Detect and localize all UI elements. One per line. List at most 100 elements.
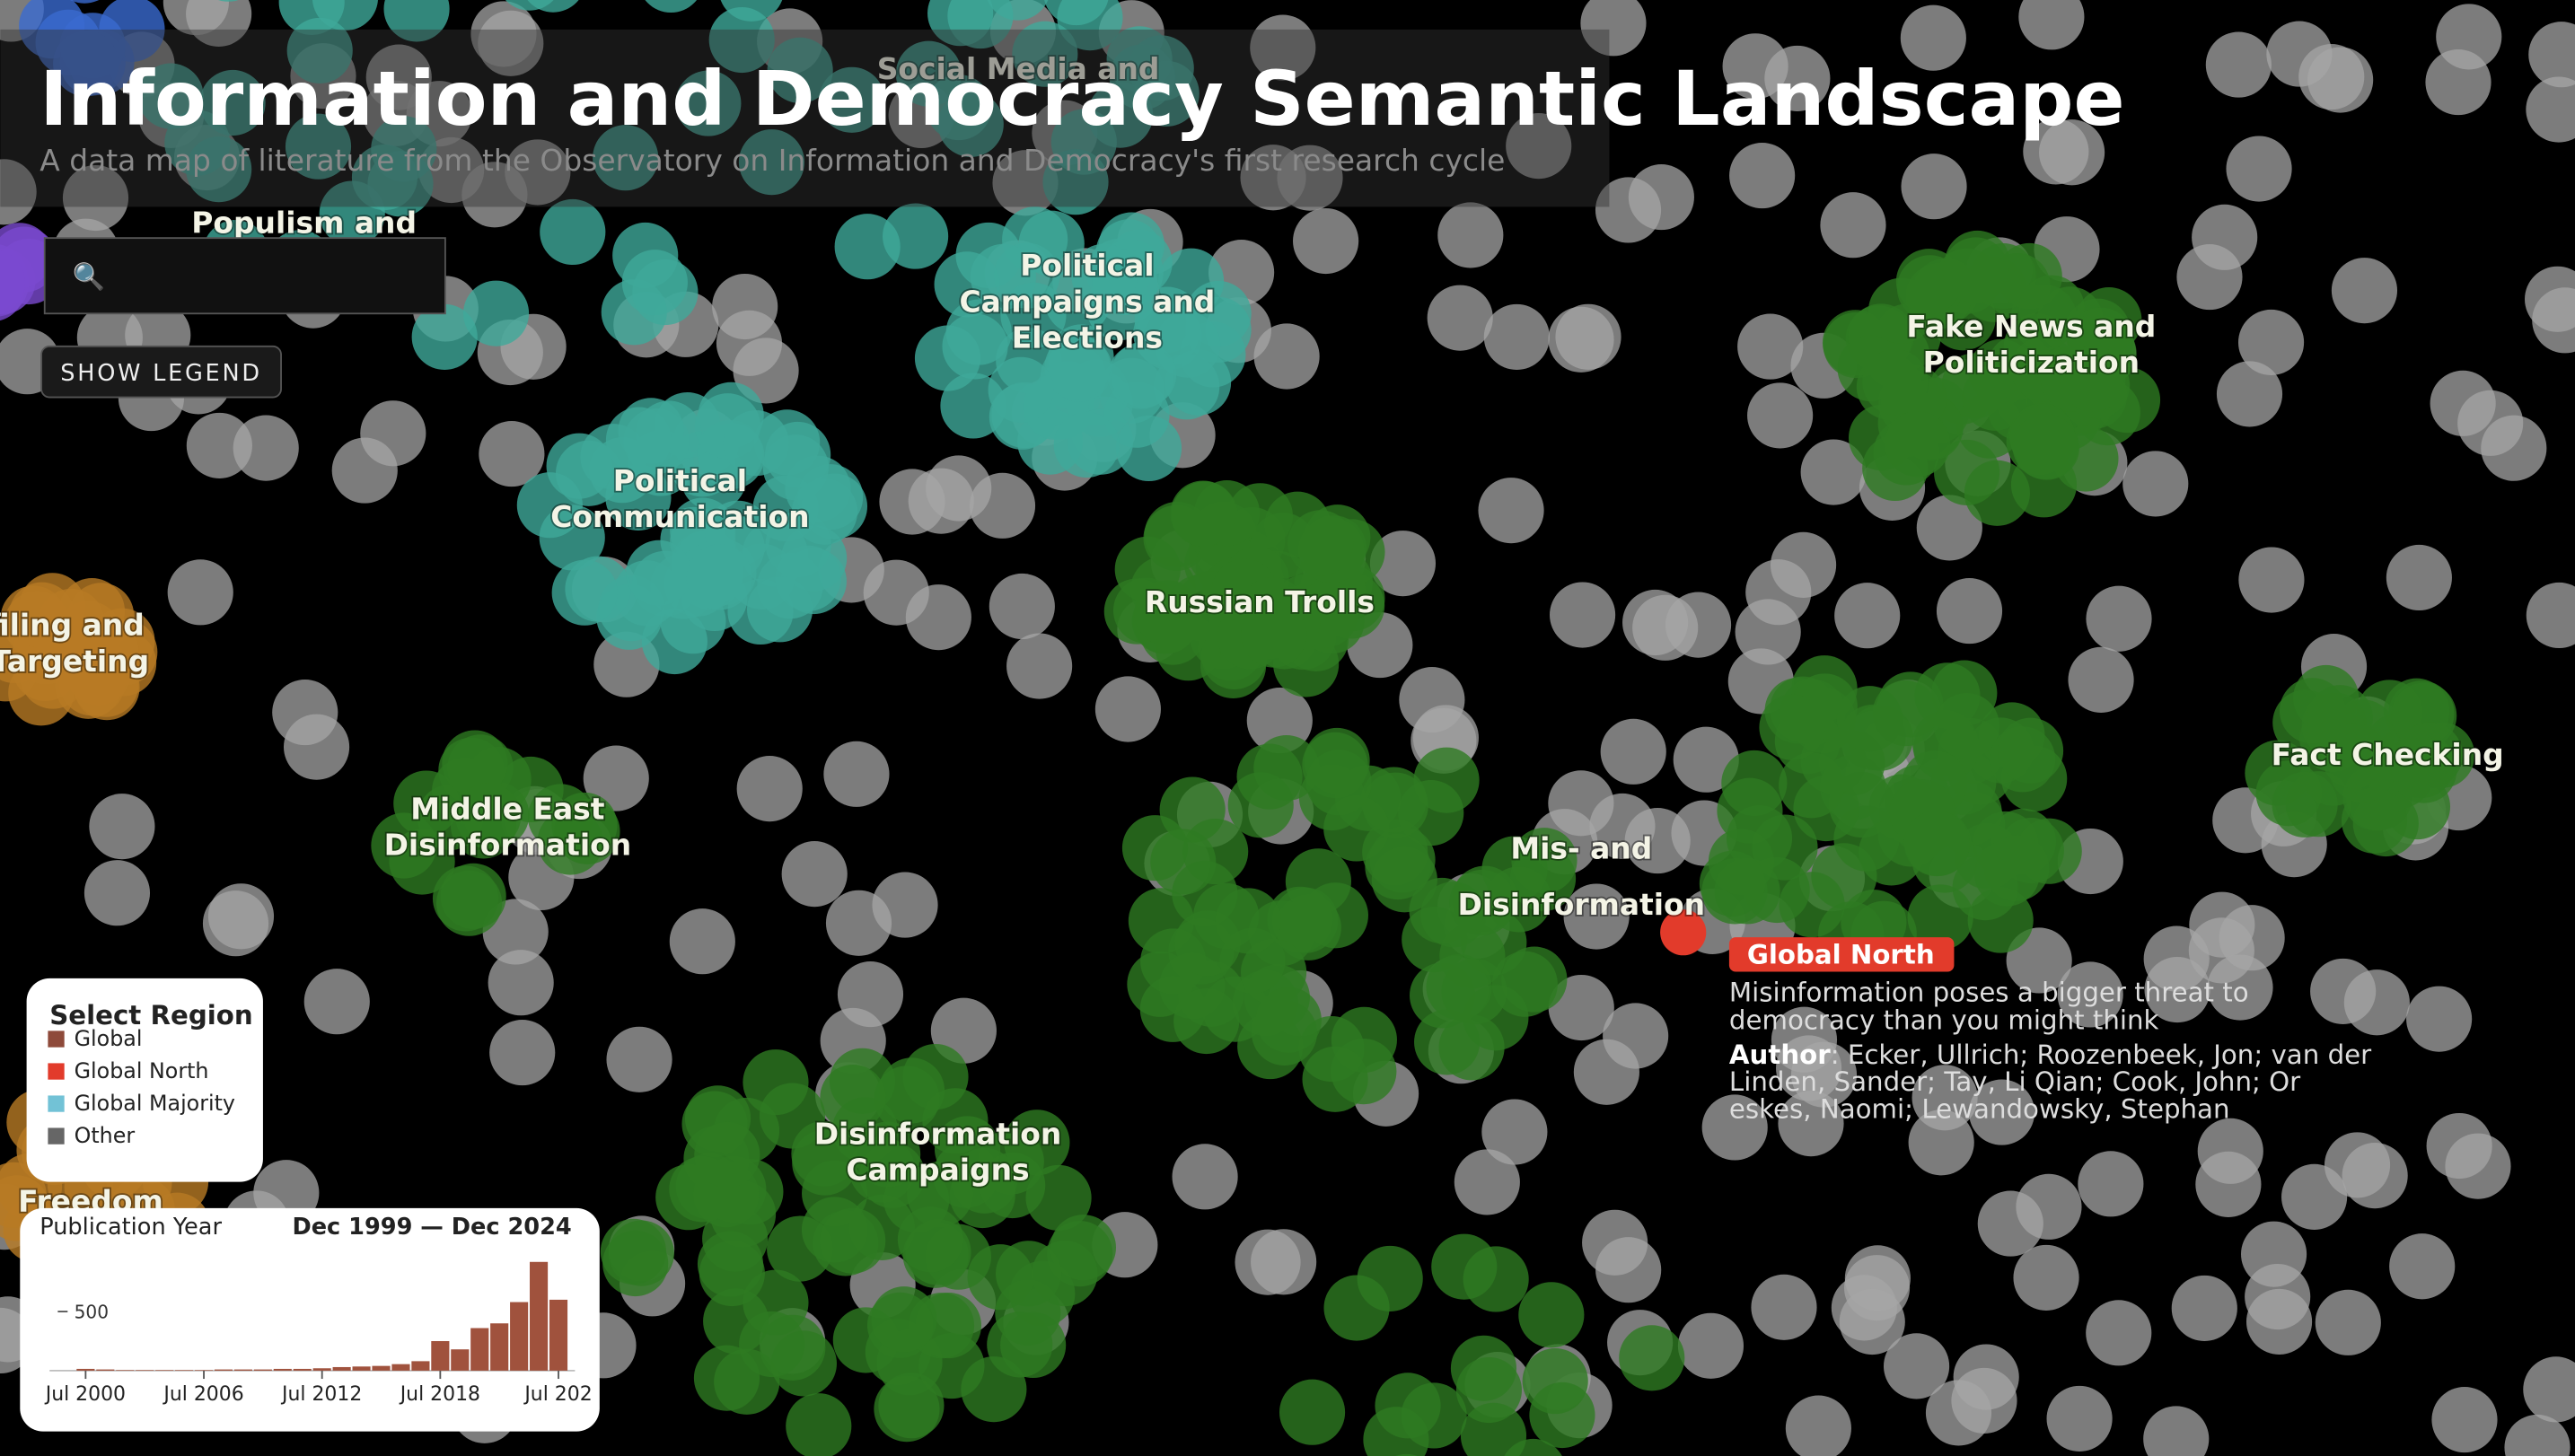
- bar: [155, 1370, 174, 1371]
- search-box[interactable]: [43, 237, 446, 315]
- dot: [365, 44, 432, 110]
- dot: [1962, 364, 2028, 431]
- dot: [1563, 883, 1630, 950]
- dot: [738, 129, 805, 196]
- dot: [1834, 583, 1901, 649]
- dot: [0, 159, 37, 225]
- dot: [2526, 76, 2575, 143]
- dot: [1737, 313, 1804, 380]
- dot: [1401, 1382, 1467, 1449]
- legend-swatch[interactable]: [48, 1127, 65, 1145]
- dot: [863, 559, 929, 626]
- dot: [1369, 531, 1437, 597]
- dot: [1549, 582, 1616, 648]
- dot: [2143, 1406, 2210, 1456]
- bar: [391, 1364, 410, 1371]
- dot: [1555, 303, 1621, 370]
- dot: [694, 1121, 760, 1188]
- bar: [116, 1370, 135, 1371]
- dot: [781, 841, 848, 908]
- dot: [1155, 615, 1222, 681]
- cluster-label: Disinformation: [384, 828, 632, 863]
- dot: [1778, 1091, 1844, 1157]
- tooltip-authors-line: eskes, Naomi; Lewandowsky, Stephan: [1729, 1093, 2230, 1124]
- dot: [2389, 1233, 2456, 1300]
- dot: [1600, 718, 1666, 785]
- dot: [2526, 582, 2575, 649]
- dot: [167, 559, 233, 626]
- legend-title: Select Region: [49, 1000, 253, 1031]
- cluster-label: Social Media and: [877, 51, 1160, 86]
- dot: [2068, 646, 2134, 713]
- dot: [411, 303, 478, 371]
- dot: [1071, 243, 1138, 310]
- x-tick-label: Jul 202: [523, 1383, 592, 1406]
- legend-label: Global: [75, 1026, 143, 1051]
- dot: [2057, 961, 2123, 1028]
- dot: [1747, 382, 1814, 449]
- dot: [1053, 411, 1120, 478]
- dot: [1908, 1110, 1974, 1176]
- x-tick-label: Jul 2000: [44, 1383, 126, 1406]
- dot: [820, 1207, 886, 1274]
- dot: [605, 407, 672, 473]
- dot: [1450, 1335, 1517, 1401]
- dot: [488, 950, 554, 1016]
- dot: [593, 125, 659, 191]
- dot: [1776, 1035, 1842, 1101]
- dot: [455, 783, 522, 849]
- dot: [675, 70, 742, 136]
- bar: [293, 1368, 312, 1371]
- dot: [1529, 1381, 1595, 1449]
- bar: [332, 1366, 351, 1371]
- legend-swatch[interactable]: [48, 1095, 65, 1112]
- legend-label: Global Majority: [75, 1091, 235, 1116]
- bar: [510, 1302, 529, 1371]
- dot: [202, 890, 269, 957]
- dot: [2039, 119, 2105, 186]
- tooltip-authors-line: Linden, Sander; Tay, Li Qian; Cook, John…: [1729, 1066, 2301, 1097]
- legend-button-label: SHOW LEGEND: [60, 360, 262, 387]
- dot: [1518, 1282, 1585, 1348]
- dot: [2078, 1151, 2144, 1217]
- dot: [2406, 986, 2473, 1052]
- dot: [2195, 1151, 2262, 1217]
- dot: [2386, 544, 2452, 611]
- dot: [1862, 348, 1929, 416]
- dot: [1619, 1325, 1685, 1391]
- dot: [1968, 1079, 2035, 1145]
- dot: [708, 6, 775, 74]
- dot: [1302, 1046, 1368, 1112]
- dot: [1438, 1014, 1505, 1081]
- dot: [540, 198, 606, 266]
- legend-swatch[interactable]: [48, 1031, 65, 1048]
- dot: [645, 0, 698, 13]
- dot: [602, 1230, 669, 1297]
- title: Information and Democracy Semantic Lands…: [40, 55, 2124, 143]
- bar: [312, 1368, 331, 1371]
- dot: [505, 139, 571, 206]
- dot: [1427, 285, 1493, 351]
- dot: [1323, 1275, 1390, 1341]
- dot: [697, 1231, 764, 1297]
- dot: [1253, 323, 1320, 390]
- dot: [992, 150, 1059, 216]
- dot: [871, 1286, 937, 1353]
- tooltip-title-line: democracy than you might think: [1729, 1005, 2159, 1036]
- bar: [233, 1369, 252, 1371]
- legend-label: Global North: [75, 1058, 209, 1083]
- dot: [1903, 811, 1970, 877]
- dot: [786, 1393, 852, 1456]
- dot: [1820, 192, 1886, 259]
- dot: [1900, 4, 1966, 71]
- dot: [989, 573, 1055, 640]
- legend-swatch[interactable]: [48, 1063, 65, 1080]
- dot: [895, 40, 962, 107]
- dot: [1925, 1380, 1992, 1446]
- legend-button[interactable]: [40, 345, 282, 399]
- cluster-label: Political: [613, 463, 747, 498]
- dot: [1241, 601, 1307, 668]
- dot: [1173, 987, 1240, 1055]
